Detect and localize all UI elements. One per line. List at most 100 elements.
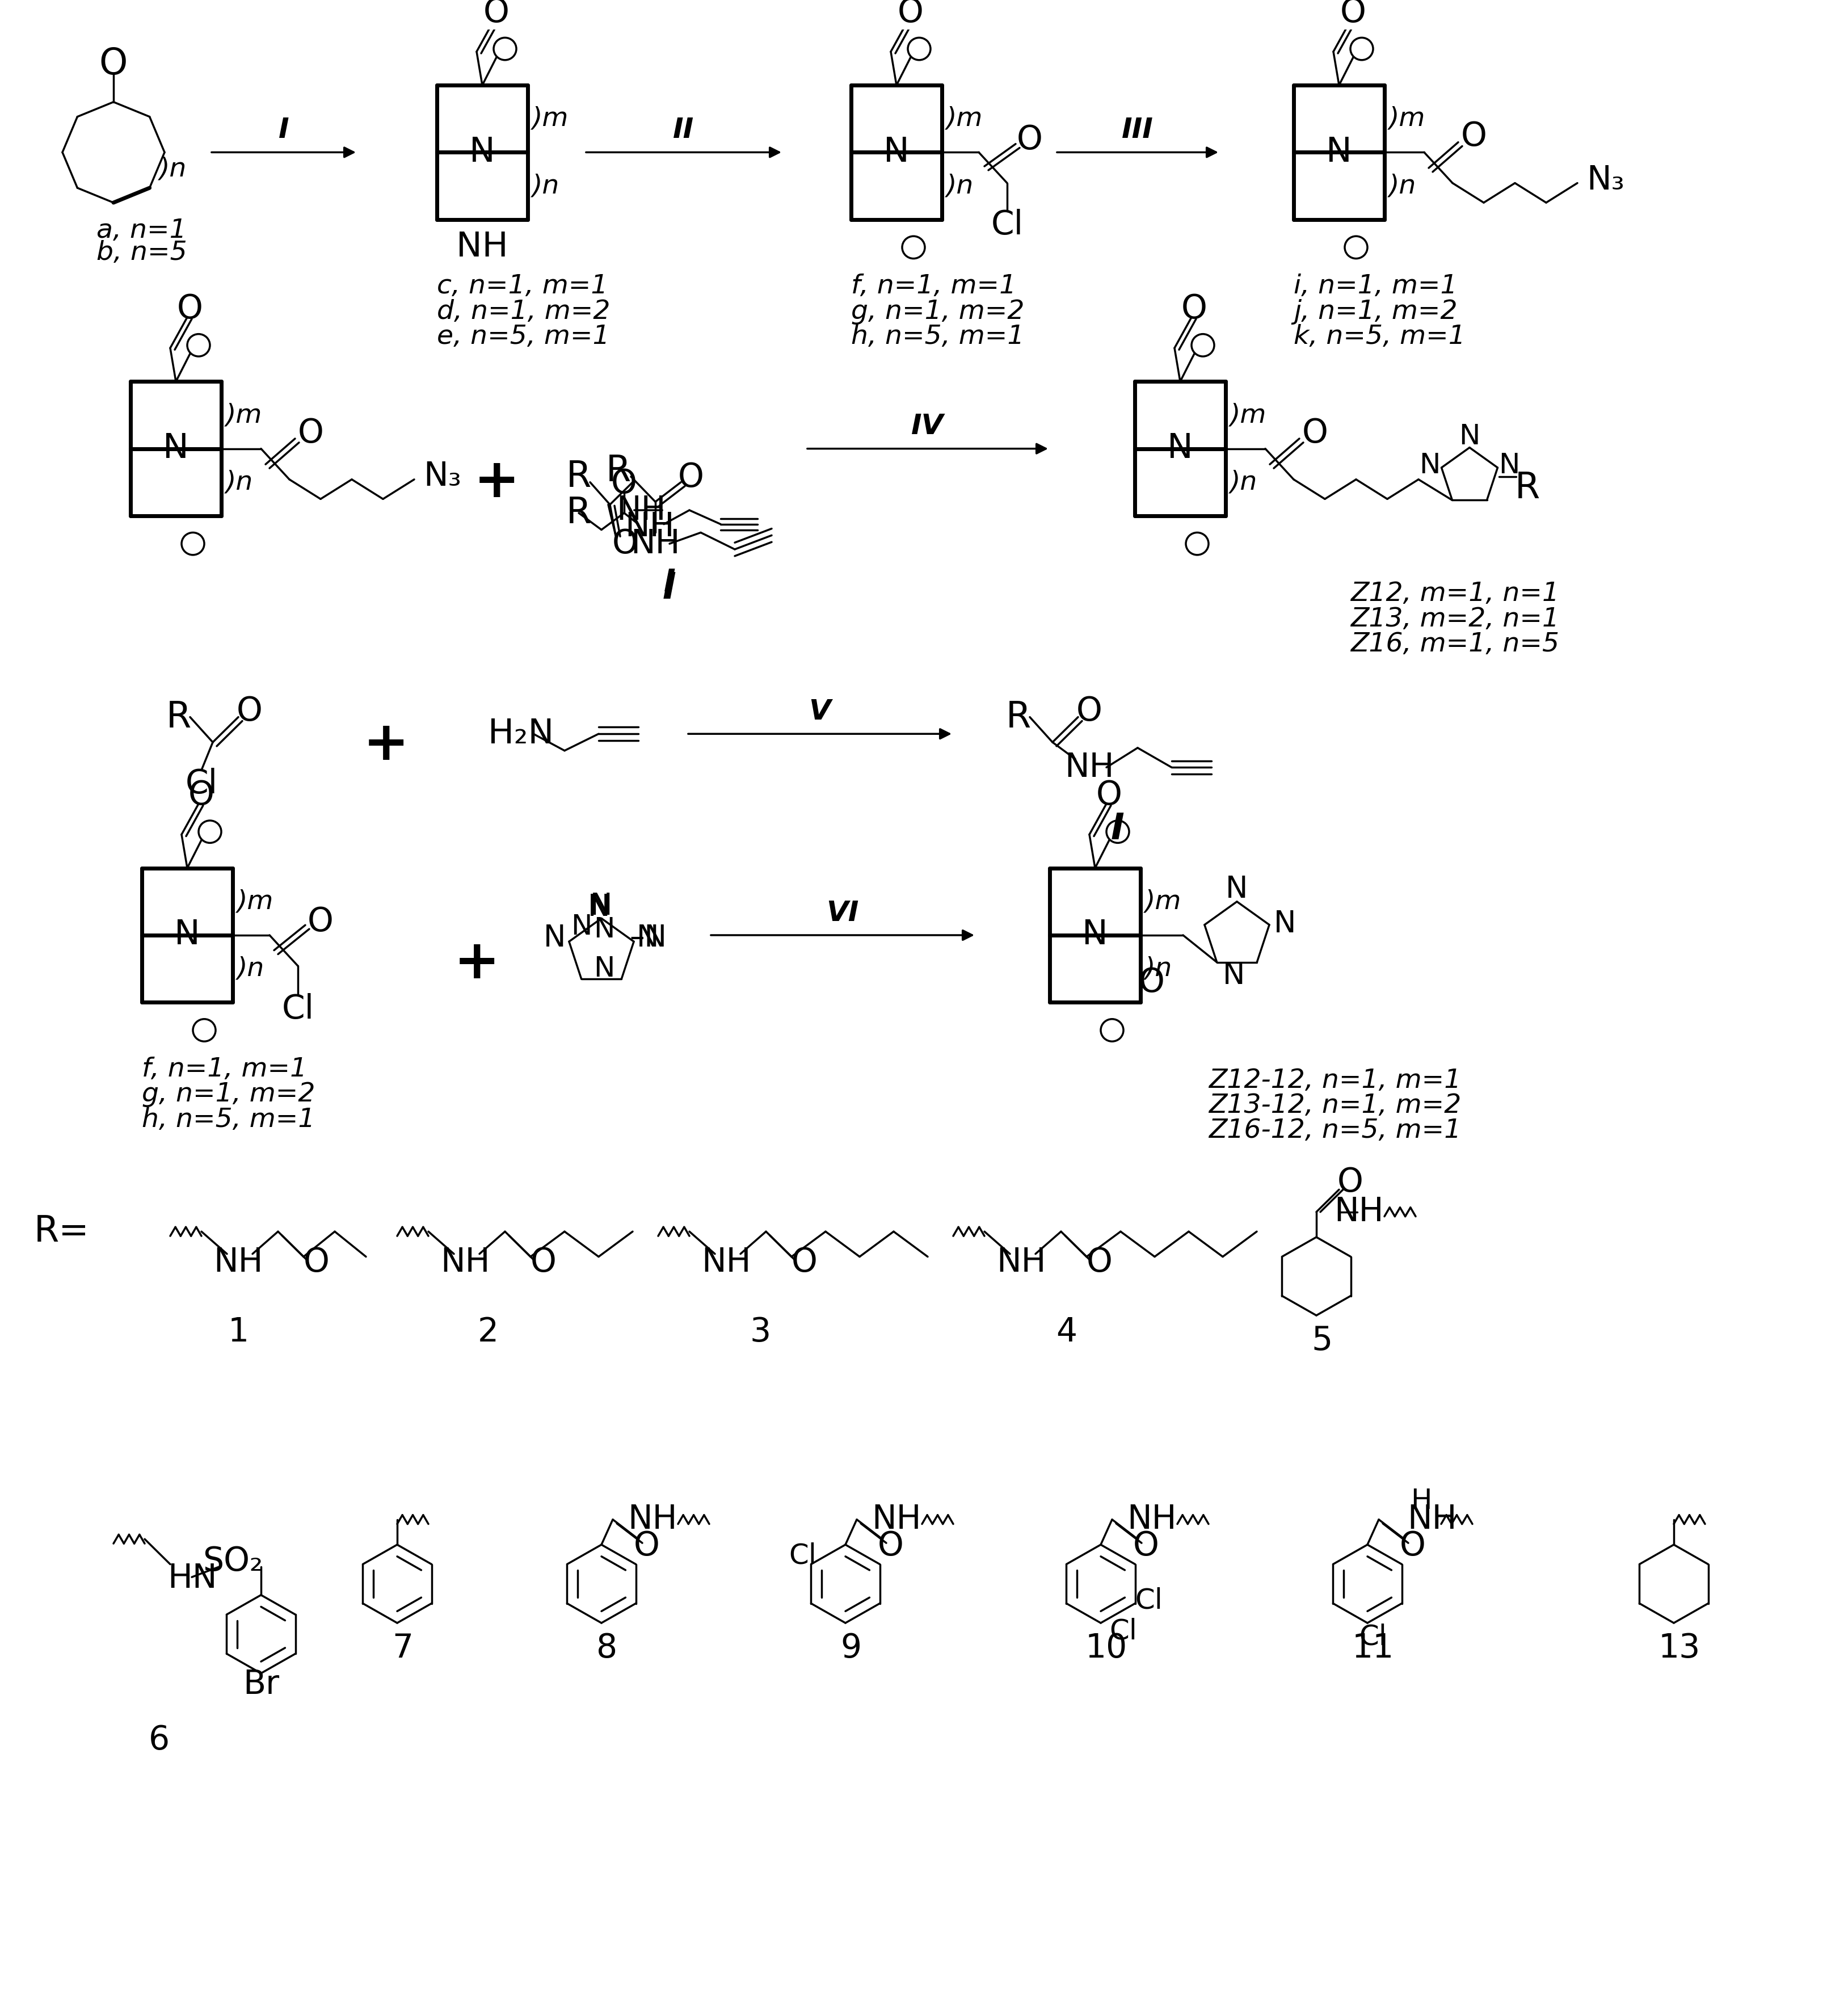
Text: 11: 11: [1353, 1633, 1393, 1665]
Text: Cl: Cl: [185, 768, 218, 800]
Text: NH: NH: [1064, 750, 1114, 784]
Text: 9: 9: [841, 1633, 861, 1665]
Text: )n: )n: [225, 469, 253, 495]
Text: 7: 7: [392, 1633, 414, 1665]
Text: NH: NH: [1127, 1502, 1177, 1537]
Text: j, n=1, m=2: j, n=1, m=2: [1294, 299, 1458, 325]
Text: )n: )n: [532, 173, 560, 199]
Text: Z13, m=2, n=1: Z13, m=2, n=1: [1351, 606, 1560, 632]
Text: SO₂: SO₂: [203, 1545, 262, 1577]
Text: 5: 5: [1312, 1324, 1332, 1356]
Text: N: N: [1419, 451, 1440, 479]
Text: O: O: [878, 1531, 904, 1563]
Text: NH: NH: [702, 1246, 750, 1278]
Text: N: N: [1458, 423, 1480, 449]
Text: O: O: [298, 417, 323, 449]
Text: N: N: [1223, 961, 1246, 991]
Text: )m: )m: [1146, 889, 1181, 915]
Text: O: O: [1181, 293, 1207, 325]
Text: N: N: [174, 919, 200, 953]
Text: I: I: [279, 116, 288, 144]
Text: N: N: [163, 431, 188, 465]
Text: 1: 1: [227, 1316, 249, 1348]
Text: O: O: [1462, 120, 1488, 152]
Text: e, n=5, m=1: e, n=5, m=1: [436, 325, 610, 349]
Text: 4: 4: [1057, 1316, 1077, 1348]
Text: N: N: [1499, 451, 1519, 479]
Text: N: N: [593, 955, 615, 983]
Text: O: O: [1096, 778, 1122, 812]
Text: )n: )n: [237, 957, 264, 981]
Text: k, n=5, m=1: k, n=5, m=1: [1294, 325, 1465, 349]
Text: Cl: Cl: [1360, 1623, 1388, 1651]
Text: h, n=5, m=1: h, n=5, m=1: [142, 1107, 316, 1133]
Text: 13: 13: [1658, 1633, 1700, 1665]
Text: +: +: [453, 937, 499, 989]
Text: O: O: [307, 905, 334, 939]
Text: NH: NH: [630, 528, 680, 560]
Text: I: I: [1111, 810, 1124, 847]
Text: O: O: [100, 46, 128, 82]
Text: II: II: [673, 116, 695, 144]
Text: –N: –N: [630, 923, 667, 953]
Text: Cl: Cl: [991, 209, 1024, 241]
Text: HN: HN: [168, 1563, 216, 1595]
Text: N: N: [1327, 136, 1353, 169]
Text: N: N: [883, 136, 909, 169]
Text: N: N: [1273, 909, 1295, 939]
Text: NH: NH: [617, 493, 665, 526]
Text: VI: VI: [826, 899, 859, 927]
Text: Z16, m=1, n=5: Z16, m=1, n=5: [1351, 632, 1560, 658]
Text: Cl: Cl: [1135, 1587, 1162, 1615]
Text: NH: NH: [1334, 1196, 1384, 1228]
Text: N: N: [638, 923, 660, 953]
Text: h, n=5, m=1: h, n=5, m=1: [852, 325, 1024, 349]
Text: )m: )m: [1231, 403, 1266, 427]
Text: NH: NH: [996, 1246, 1046, 1278]
Text: 6: 6: [148, 1725, 170, 1757]
Text: g, n=1, m=2: g, n=1, m=2: [852, 299, 1024, 325]
Text: N: N: [1083, 919, 1109, 953]
Text: O: O: [303, 1246, 329, 1278]
Text: g, n=1, m=2: g, n=1, m=2: [142, 1081, 316, 1107]
Text: H: H: [1410, 1486, 1432, 1515]
Text: N₃: N₃: [423, 461, 462, 493]
Text: Cl: Cl: [789, 1543, 817, 1569]
Text: O: O: [484, 0, 510, 28]
Text: I: I: [663, 572, 676, 606]
Text: N: N: [593, 917, 615, 943]
Text: Z16-12, n=5, m=1: Z16-12, n=5, m=1: [1209, 1117, 1462, 1143]
Text: )n: )n: [1146, 957, 1172, 981]
Text: NH: NH: [440, 1246, 490, 1278]
Text: NH: NH: [625, 512, 675, 544]
Text: O: O: [237, 696, 262, 728]
Text: O: O: [1303, 417, 1329, 449]
Text: +: +: [362, 718, 408, 772]
Text: 8: 8: [597, 1633, 617, 1665]
Text: c, n=1, m=1: c, n=1, m=1: [436, 273, 608, 299]
Text: R: R: [565, 495, 591, 530]
Text: f, n=1, m=1: f, n=1, m=1: [852, 273, 1016, 299]
Text: f, n=1, m=1: f, n=1, m=1: [142, 1057, 307, 1081]
Text: N: N: [543, 923, 565, 953]
Text: )m: )m: [532, 106, 569, 132]
Text: I: I: [663, 568, 675, 598]
Text: R: R: [1515, 469, 1539, 506]
Text: O: O: [612, 528, 638, 560]
Text: NH: NH: [1406, 1502, 1456, 1537]
Text: O: O: [1076, 696, 1103, 728]
Text: O: O: [678, 461, 704, 493]
Text: b, n=5: b, n=5: [96, 241, 187, 265]
Text: O: O: [188, 778, 214, 812]
Text: )n: )n: [1390, 173, 1416, 199]
Text: Cl: Cl: [1109, 1617, 1137, 1645]
Text: O: O: [1138, 967, 1164, 999]
Text: N₃: N₃: [1587, 164, 1624, 197]
Text: N: N: [571, 913, 591, 941]
Text: N: N: [469, 136, 495, 169]
Text: O: O: [634, 1531, 660, 1563]
Text: N: N: [590, 891, 612, 921]
Text: a, n=1: a, n=1: [96, 219, 187, 243]
Text: )n: )n: [159, 156, 187, 183]
Text: NH: NH: [214, 1246, 262, 1278]
